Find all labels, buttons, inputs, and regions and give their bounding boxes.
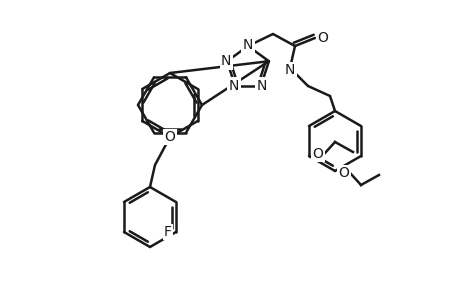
Text: N: N xyxy=(284,63,295,77)
Text: O: O xyxy=(338,166,349,180)
Text: N: N xyxy=(242,38,252,52)
Text: N: N xyxy=(229,79,239,93)
Text: N: N xyxy=(220,54,231,68)
Text: F: F xyxy=(163,225,172,239)
Text: O: O xyxy=(317,31,328,45)
Text: O: O xyxy=(312,147,323,161)
Text: O: O xyxy=(164,130,175,144)
Text: N: N xyxy=(256,79,267,93)
